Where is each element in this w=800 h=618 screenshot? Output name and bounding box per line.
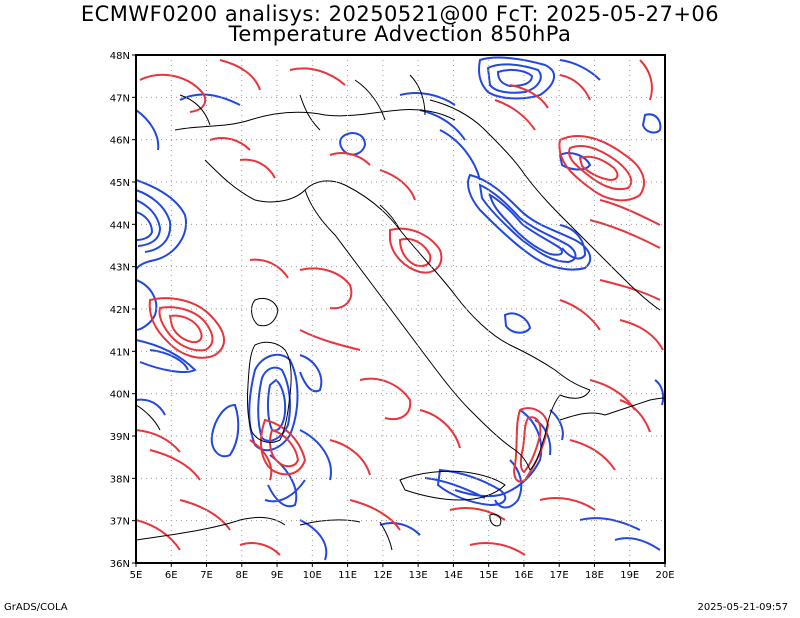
- map-title: ECMWF0200 analisys: 20250521@00 FcT: 202…: [80, 2, 720, 26]
- lon-label: 9E: [271, 570, 284, 581]
- lat-label: 39N: [110, 432, 130, 443]
- lat-label: 42N: [110, 305, 130, 316]
- render-timestamp: 2025-05-21-09:57: [697, 602, 788, 613]
- lat-label: 48N: [110, 51, 130, 62]
- lat-label: 46N: [110, 136, 130, 147]
- longitude-labels: 5E 6E 7E 8E 9E 10E 11E 12E 13E 14E 15E 16E 17E 18E 19E…: [130, 570, 675, 581]
- lat-label: 47N: [110, 93, 130, 104]
- lon-label: 13E: [409, 570, 428, 581]
- lat-label: 40N: [110, 390, 130, 401]
- negative-contours: [136, 56, 665, 561]
- axis-ticks: [132, 54, 666, 567]
- lat-label: 45N: [110, 178, 130, 189]
- lon-label: 18E: [585, 570, 604, 581]
- lat-label: 43N: [110, 263, 130, 274]
- lon-label: 8E: [235, 570, 248, 581]
- lon-label: 11E: [338, 570, 357, 581]
- lon-label: 6E: [165, 570, 178, 581]
- lon-label: 16E: [514, 570, 533, 581]
- map-subtitle: Temperature Advection 850hPa: [228, 22, 572, 46]
- lon-label: 17E: [550, 570, 569, 581]
- map-frame: [135, 54, 666, 564]
- positive-contours: [136, 59, 664, 556]
- lon-label: 5E: [130, 570, 143, 581]
- lat-label: 44N: [110, 220, 130, 231]
- lon-label: 7E: [200, 570, 213, 581]
- lat-label: 36N: [110, 559, 130, 570]
- lon-label: 14E: [444, 570, 463, 581]
- lat-label: 41N: [110, 347, 130, 358]
- lon-label: 15E: [479, 570, 498, 581]
- lon-label: 20E: [655, 570, 674, 581]
- software-credit: GrADS/COLA: [4, 602, 68, 613]
- lat-label: 37N: [110, 517, 130, 528]
- contour-layer: [136, 55, 665, 563]
- graticule: [136, 55, 665, 563]
- lon-label: 10E: [303, 570, 322, 581]
- lat-label: 38N: [110, 474, 130, 485]
- lon-label: 12E: [373, 570, 392, 581]
- coastlines: [136, 74, 665, 551]
- latitude-labels: 48N 47N 46N 45N 44N 43N 42N 41N 40N 39N 38N 37N 36N: [110, 51, 130, 570]
- lon-label: 19E: [620, 570, 639, 581]
